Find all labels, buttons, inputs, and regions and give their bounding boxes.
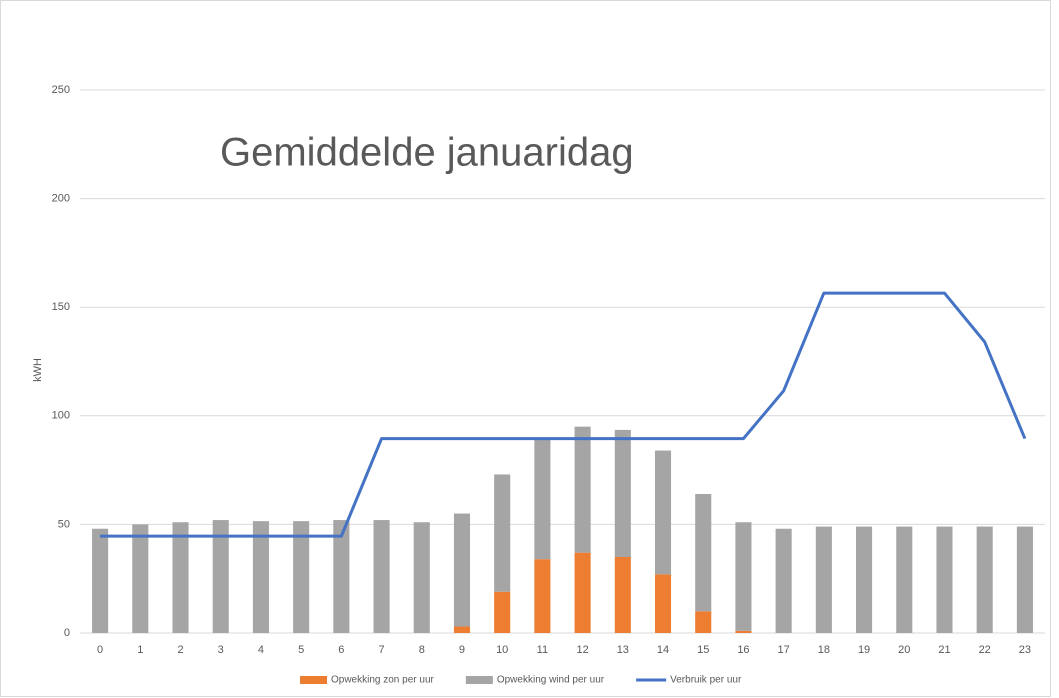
bar-segment — [373, 520, 390, 633]
bar-segment — [574, 552, 591, 633]
bar-segment — [1016, 526, 1033, 633]
bar-segment — [534, 559, 551, 633]
x-tick-label: 10 — [496, 644, 508, 656]
x-tick-label: 1 — [137, 644, 143, 656]
bar-segment — [453, 513, 471, 627]
bar-segment — [293, 521, 310, 633]
bar-segment — [614, 556, 631, 633]
y-tick-label: 100 — [52, 410, 70, 422]
x-tick-label: 16 — [737, 644, 749, 656]
x-tick-label: 22 — [979, 644, 991, 656]
bar-segment — [212, 520, 229, 633]
y-tick-label: 0 — [64, 627, 70, 639]
y-tick-label: 50 — [58, 518, 70, 530]
line — [100, 291, 1027, 538]
bar-segment — [172, 522, 189, 633]
legend-swatch — [300, 676, 327, 684]
x-tick-label: 13 — [617, 644, 629, 656]
bar-segment — [775, 528, 792, 633]
bar-segment — [856, 526, 873, 633]
bar-segment — [574, 426, 591, 553]
bar-segment — [695, 611, 712, 633]
x-tick-label: 20 — [898, 644, 910, 656]
bar-segment — [815, 526, 832, 633]
x-tick-label: 15 — [697, 644, 709, 656]
x-tick-label: 2 — [177, 644, 183, 656]
x-tick-label: 0 — [97, 644, 103, 656]
x-tick-label: 14 — [657, 644, 669, 656]
bar-segment — [494, 591, 511, 633]
y-tick-label: 200 — [52, 193, 70, 205]
bar-segment — [92, 528, 109, 633]
bar-segment — [494, 474, 511, 592]
x-tick-label: 6 — [338, 644, 344, 656]
bar-segment — [614, 429, 631, 557]
bar-segment — [534, 437, 551, 560]
x-tick-label: 7 — [379, 644, 385, 656]
bar-segment — [735, 630, 752, 633]
x-tick-label: 19 — [858, 644, 870, 656]
y-tick-label: 150 — [52, 301, 70, 313]
bar-segment — [976, 526, 993, 633]
bar-segment — [132, 524, 149, 633]
chart-title: Gemiddelde januaridag — [220, 131, 634, 175]
x-tick-label: 9 — [459, 644, 465, 656]
x-tick-label: 11 — [537, 644, 548, 656]
bar-segment — [896, 526, 913, 633]
y-tick-label: 250 — [52, 84, 70, 96]
legend-label: Opwekking wind per uur — [497, 675, 605, 686]
legend-swatch — [465, 676, 493, 684]
bar-segment — [695, 493, 712, 612]
bar-segment — [453, 626, 471, 633]
x-tick-label: 21 — [938, 644, 950, 656]
bar-segment — [333, 520, 350, 633]
bar-segment — [413, 522, 430, 633]
x-tick-label: 3 — [218, 644, 224, 656]
legend-label: Verbruik per uur — [670, 675, 742, 686]
x-tick-label: 12 — [576, 644, 588, 656]
bar-segment — [252, 521, 269, 633]
y-axis-label: kWH — [32, 358, 44, 382]
legend-label: Opwekking zon per uur — [331, 675, 435, 686]
x-tick-label: 17 — [778, 644, 790, 656]
bar-segment — [936, 526, 953, 633]
x-tick-label: 5 — [298, 644, 304, 656]
x-tick-label: 23 — [1019, 644, 1031, 656]
bar-segment — [654, 450, 672, 575]
x-tick-label: 18 — [818, 644, 830, 656]
bar-segment — [735, 522, 752, 631]
x-tick-label: 4 — [258, 644, 264, 656]
bar-segment — [654, 574, 672, 633]
x-tick-label: 8 — [419, 644, 425, 656]
